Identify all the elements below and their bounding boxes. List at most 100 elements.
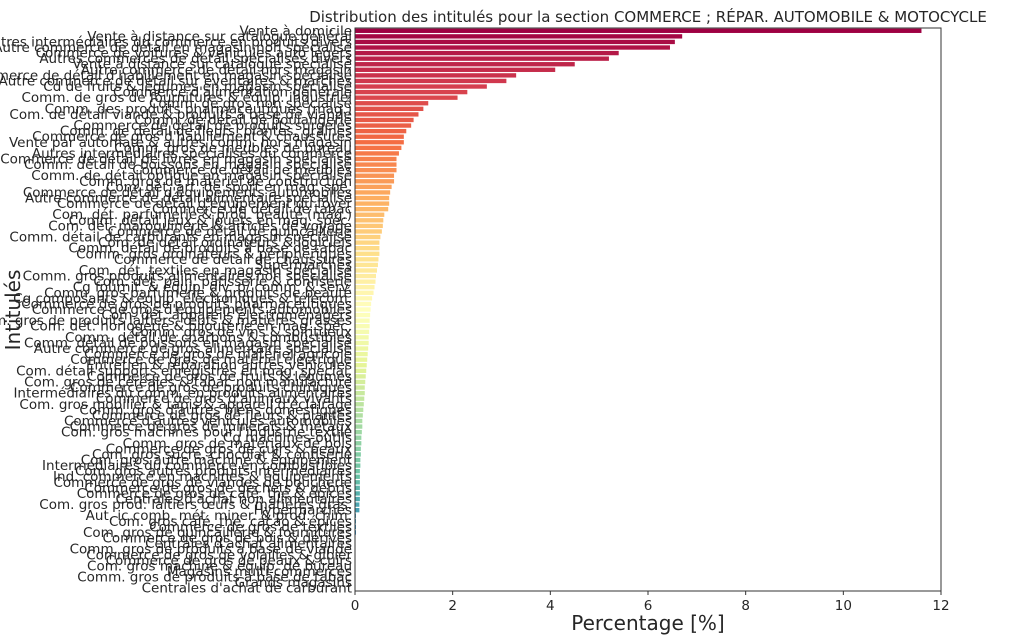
category-label: Intermédiaires du comm. en produits alim… bbox=[13, 386, 352, 402]
category-label: Com. dét. textiles en magasin spécialisé bbox=[79, 263, 352, 279]
bar bbox=[355, 312, 371, 318]
category-label: Comm. gros de matériel de construction bbox=[79, 174, 352, 190]
bar bbox=[355, 402, 364, 407]
bar bbox=[355, 128, 407, 134]
bar bbox=[355, 324, 370, 329]
x-tick-label: 6 bbox=[644, 598, 653, 614]
bar bbox=[355, 173, 395, 178]
bar bbox=[355, 123, 412, 128]
category-label: Comm. gros parfumerie & produits de beau… bbox=[44, 285, 352, 301]
bar bbox=[355, 346, 369, 351]
bar bbox=[355, 340, 369, 346]
bar bbox=[355, 257, 379, 262]
bar bbox=[355, 212, 385, 217]
category-label: Comm. détail de poissons en magasin spéc… bbox=[24, 335, 352, 351]
category-label: Com. gros sucre, chocolat & confiserie bbox=[92, 447, 352, 463]
bar bbox=[355, 195, 390, 201]
category-label: Cg fournit. & équip. div. p/ comm. & ser… bbox=[73, 280, 352, 296]
bar bbox=[355, 424, 363, 429]
category-label: Comm. détail de carburants en magasin sp… bbox=[9, 230, 352, 246]
bar bbox=[355, 218, 384, 223]
bar bbox=[355, 45, 670, 50]
category-label: Grands magasins bbox=[235, 575, 352, 591]
category-label: Vente à domicile bbox=[240, 23, 352, 39]
bar bbox=[355, 368, 367, 373]
category-label: Com. dét. horlogerie & bijouterie en mag… bbox=[30, 319, 352, 335]
bar bbox=[355, 262, 378, 268]
category-label: Cg composants & équip. électroniques & t… bbox=[13, 291, 352, 307]
category-label: Autre commerce de gros alimentaire spéci… bbox=[34, 341, 352, 357]
bar bbox=[355, 379, 366, 385]
x-tick-label: 4 bbox=[546, 598, 555, 614]
bar bbox=[355, 452, 361, 457]
category-label: Comm. détail de produits à base de tabac bbox=[68, 241, 352, 257]
bar bbox=[355, 56, 609, 61]
x-tick-label: 8 bbox=[741, 598, 750, 614]
category-label: Commerce de détail de livres en magasin … bbox=[0, 151, 352, 167]
category-label: Comm. de gros non spécialisé bbox=[149, 96, 352, 112]
bar bbox=[355, 279, 376, 284]
category-label: Commerce de gros de bois & dérivés bbox=[102, 531, 352, 547]
bar bbox=[355, 357, 368, 362]
category-label: Commerce de gros d'équipements automobil… bbox=[32, 302, 352, 318]
category-label: Com. gros machines pour l'industrie text… bbox=[61, 425, 352, 441]
category-label: Com. dét. maroquinerie & articles de voy… bbox=[48, 218, 352, 234]
category-label: Comm. des produits pharmaceutiques (mag.… bbox=[45, 101, 352, 117]
category-label: Centrales d'achat de carburant bbox=[142, 581, 352, 597]
bar bbox=[355, 145, 402, 151]
bar bbox=[355, 496, 360, 502]
bar bbox=[355, 468, 360, 474]
category-label: Commerce d'alimentation générale bbox=[113, 85, 352, 101]
category-label: Comm. détail jeux & jouets en mag. spéc. bbox=[69, 213, 352, 229]
bar bbox=[355, 296, 373, 301]
category-label: Commerce de détail de produits surgelés bbox=[73, 118, 352, 134]
bar bbox=[355, 89, 468, 95]
bar bbox=[355, 84, 487, 89]
bar bbox=[355, 106, 424, 112]
bar bbox=[355, 413, 363, 418]
x-axis-label: Percentage [%] bbox=[571, 611, 724, 635]
category-label: Comm. détail de boissons en magasin spéc… bbox=[24, 157, 352, 173]
category-label: Commerce de détail de meubles bbox=[132, 163, 352, 179]
category-label: Com. gros autre machine & équipement bbox=[81, 453, 352, 469]
bar bbox=[355, 151, 399, 156]
category-label: Entretien & réparation autres véhicules bbox=[86, 358, 352, 374]
bar bbox=[355, 268, 377, 273]
bar bbox=[355, 28, 922, 33]
bar bbox=[355, 134, 404, 139]
bar bbox=[355, 374, 366, 379]
bar bbox=[355, 290, 374, 295]
bar bbox=[355, 34, 683, 39]
category-label: Autres commerces de détail spécialisés d… bbox=[39, 51, 352, 67]
category-label: Commerce de gros d'habillement & chaussu… bbox=[32, 129, 352, 145]
category-label: Commerce de gros de peaux & cuirs bbox=[106, 553, 352, 569]
bar bbox=[355, 318, 370, 323]
x-tick-label: 0 bbox=[351, 598, 360, 614]
category-label: Commerce de gros de textiles bbox=[149, 519, 352, 535]
bar bbox=[355, 73, 517, 78]
bar bbox=[355, 78, 507, 84]
bar bbox=[355, 385, 365, 390]
category-label: Com. gros machine & équip. de bureau bbox=[87, 558, 352, 574]
bar bbox=[355, 474, 360, 479]
category-label: Comm. gros produits alimentaires non spé… bbox=[23, 269, 352, 285]
category-label: Centrales d'achat alimentaires bbox=[145, 536, 352, 552]
bar bbox=[355, 234, 381, 240]
bar bbox=[355, 335, 369, 340]
category-label: Cd de fruits & légumes en magasin spécia… bbox=[43, 79, 352, 95]
category-label: Comm. gros de vins & spiritueux bbox=[131, 324, 352, 340]
x-tick-label: 2 bbox=[448, 598, 457, 614]
category-label: Vente à distance sur catalogue général bbox=[87, 29, 352, 45]
category-label: Commerce de détail de tabac bbox=[152, 202, 352, 218]
bar bbox=[355, 502, 360, 507]
category-label: Com. gros café, thé, cacao & épices bbox=[109, 514, 352, 530]
bar bbox=[355, 480, 360, 485]
category-label: Commerce de détail d'habillement en maga… bbox=[0, 68, 352, 84]
bar bbox=[355, 140, 404, 145]
bar bbox=[355, 117, 414, 123]
category-label: Com. détail supports enregistrés en mag.… bbox=[16, 363, 352, 379]
bar bbox=[355, 485, 360, 491]
category-label: Vente à distance sur catalogue spécialis… bbox=[72, 57, 352, 73]
category-label: Commerce d'autres véhicules automobiles bbox=[64, 413, 352, 429]
bar bbox=[355, 507, 360, 513]
